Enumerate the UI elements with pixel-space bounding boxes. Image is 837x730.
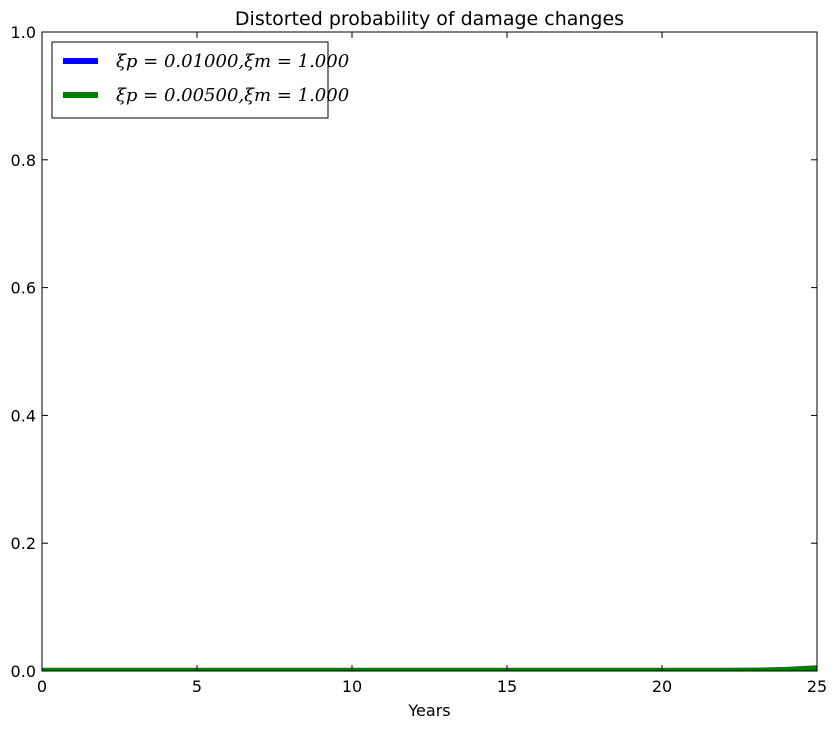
x-tick-label: 20: [652, 677, 672, 696]
axis-ticks: 0 5 10 15 20 25 0.0 0.2 0.4 0.6 0.8 1.0: [11, 23, 828, 696]
plot-area: [42, 665, 817, 671]
y-tick-label: 0.8: [11, 151, 36, 170]
x-tick-label: 15: [497, 677, 517, 696]
y-tick-label: 0.6: [11, 279, 36, 298]
y-tick-label: 0.4: [11, 406, 36, 425]
y-tick-label: 0.0: [11, 662, 36, 681]
legend-label-1: ξp = 0.01000,ξm = 1.000: [116, 51, 349, 72]
series-line-2: [42, 665, 817, 671]
legend-box: [51, 41, 329, 119]
plot-frame: [41, 31, 818, 672]
x-axis-title: Years: [407, 701, 450, 720]
x-tick-label: 0: [37, 677, 47, 696]
x-tick-label: 25: [807, 677, 827, 696]
y-tick-label: 0.2: [11, 534, 36, 553]
x-tick-label: 10: [342, 677, 362, 696]
legend-label-2: ξp = 0.00500,ξm = 1.000: [116, 85, 349, 106]
y-tick-label: 1.0: [11, 23, 36, 42]
x-tick-label: 5: [192, 677, 202, 696]
legend: ξp = 0.01000,ξm = 1.000 ξp = 0.00500,ξm =…: [51, 41, 349, 119]
chart-title: Distorted probability of damage changes: [235, 8, 624, 30]
